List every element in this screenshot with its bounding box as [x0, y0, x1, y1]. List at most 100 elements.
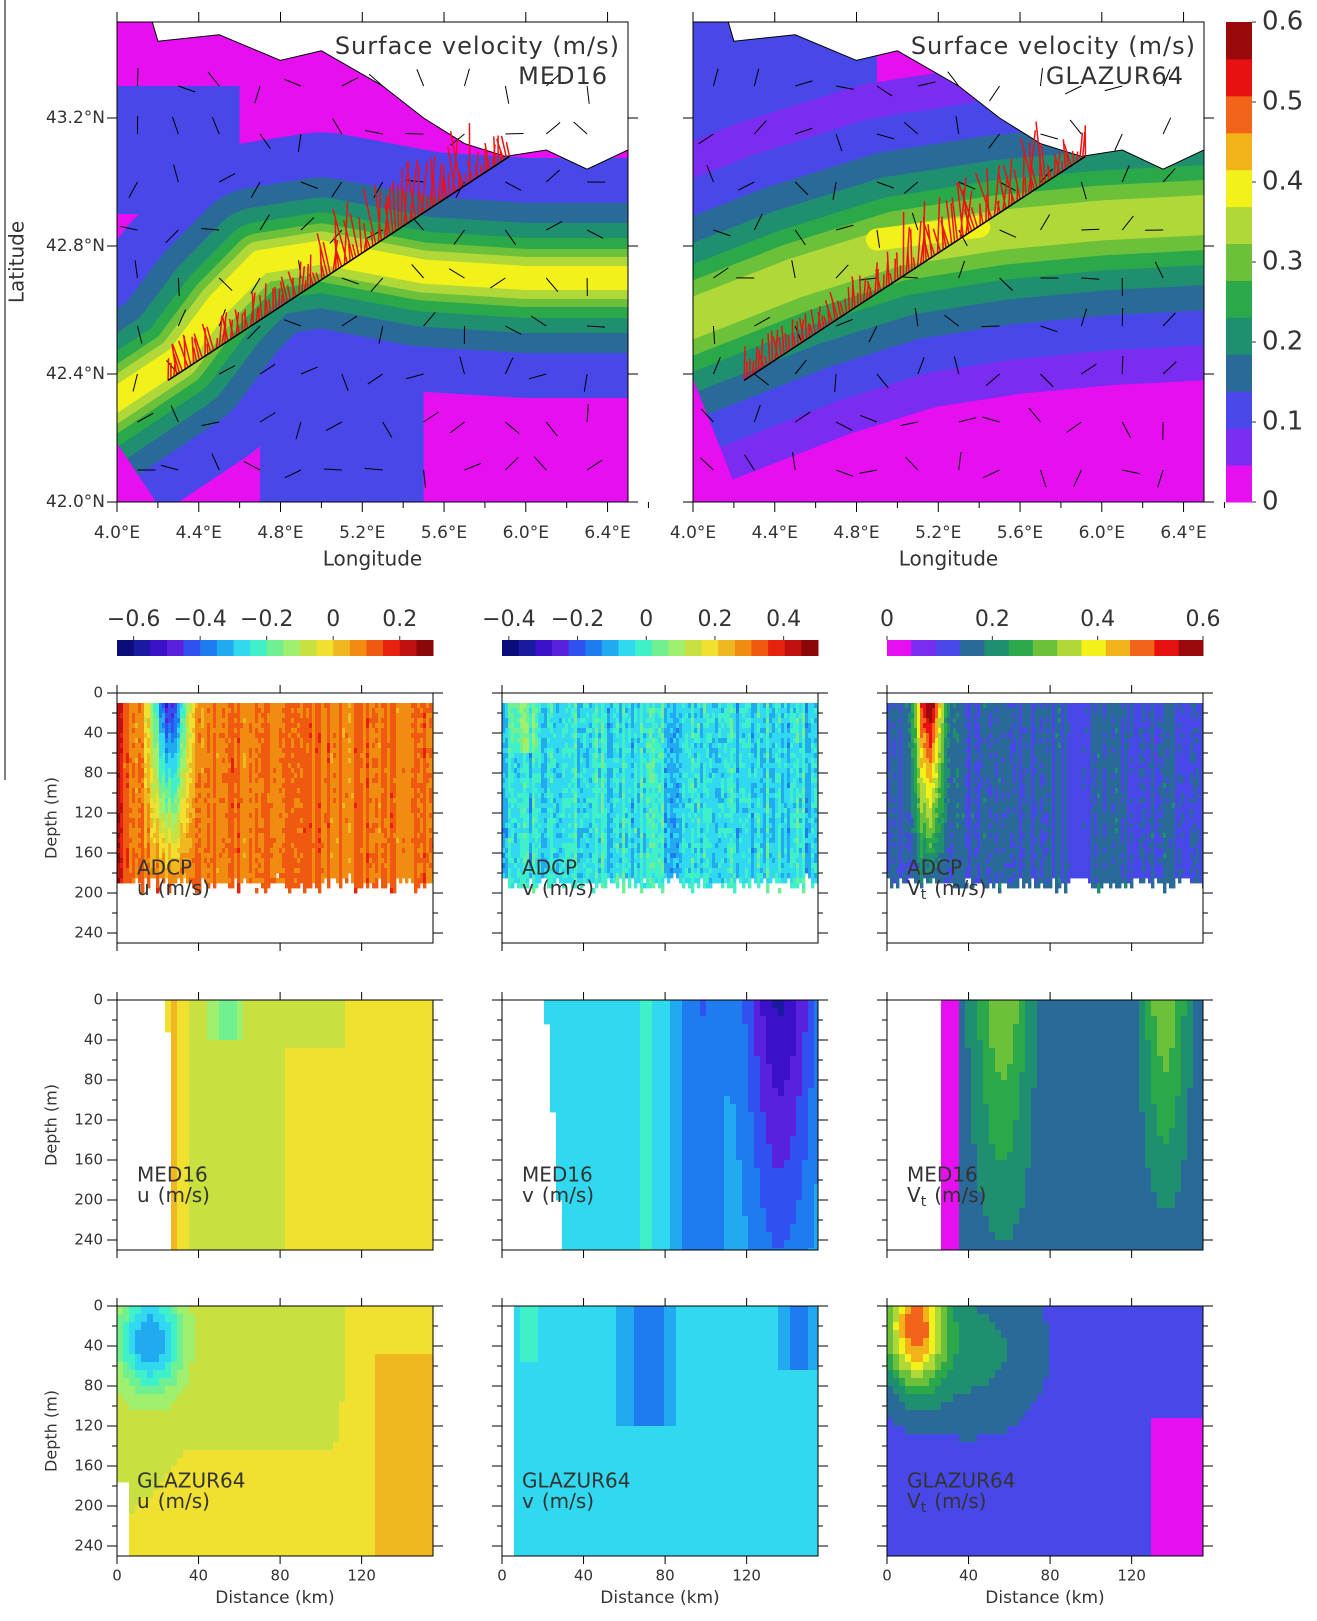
field-cell: [429, 803, 433, 809]
field-cell: [153, 753, 157, 759]
field-cell: [514, 768, 518, 774]
colorbar-label: 0.4: [766, 607, 801, 632]
field-cell: [306, 843, 310, 849]
field-cell: [273, 718, 277, 724]
field-cell: [324, 808, 328, 814]
field-cell: [156, 723, 160, 729]
field-cell: [180, 778, 184, 784]
field-cell: [171, 708, 175, 714]
field-cell: [502, 848, 506, 854]
field-cell: [408, 818, 412, 824]
field-cell: [168, 853, 172, 859]
field-cell: [378, 798, 382, 804]
arrow: [331, 181, 343, 198]
field-cell: [267, 788, 271, 794]
field-cell: [426, 768, 430, 774]
field-cell: [135, 843, 139, 849]
field-cell: [517, 863, 521, 869]
arrow: [284, 78, 302, 87]
field-cell: [375, 883, 379, 889]
field-cell: [324, 748, 328, 754]
track-vector: [957, 182, 976, 230]
field-cell: [279, 788, 283, 794]
field-cell: [246, 713, 250, 719]
field-cell: [129, 748, 133, 754]
field-cell: [162, 753, 166, 759]
track-vector: [358, 217, 363, 254]
field-cell: [204, 748, 208, 754]
colorbar-label: 0.4: [1262, 167, 1303, 197]
field-cell: [141, 788, 145, 794]
field-cell: [147, 773, 151, 779]
arrow: [1066, 421, 1082, 433]
field-cell: [366, 858, 370, 864]
field-cell: [330, 793, 334, 799]
field-cell: [342, 853, 346, 859]
field-cell: [330, 818, 334, 824]
field-cell: [231, 818, 235, 824]
field-cell: [168, 783, 172, 789]
field-cell: [303, 713, 307, 719]
field-cell: [511, 783, 515, 789]
field-cell: [315, 828, 319, 834]
field-cell: [210, 828, 214, 834]
field-cell: [276, 713, 280, 719]
field-cell: [408, 858, 412, 864]
field-cell: [225, 858, 229, 864]
arrow: [423, 311, 436, 327]
field-cell: [405, 848, 409, 854]
field-cell: [423, 708, 427, 714]
field-cell: [231, 833, 235, 839]
field-cell: [345, 703, 349, 709]
track-vector: [177, 340, 189, 368]
field-cell: [423, 728, 427, 734]
field-cell: [336, 858, 340, 864]
field-cell: [168, 743, 172, 749]
field-cell: [201, 813, 205, 819]
field-cell: [336, 798, 340, 804]
field-cell: [514, 853, 518, 859]
arrow: [134, 260, 138, 279]
colorbar-label: 0.5: [1262, 87, 1303, 117]
field-cell: [390, 758, 394, 764]
field-cell: [297, 758, 301, 764]
field-cell: [309, 838, 313, 844]
field-cell: [517, 743, 521, 749]
field-cell: [378, 768, 382, 774]
field-cell: [318, 768, 322, 774]
field-cell: [529, 823, 533, 829]
field-cell: [285, 858, 289, 864]
field-cell: [426, 763, 430, 769]
field-cell: [303, 723, 307, 729]
x-axis-label: Longitude: [899, 547, 998, 571]
field-cell: [210, 813, 214, 819]
field-cell: [294, 743, 298, 749]
field-cell: [267, 823, 271, 829]
field-cell: [243, 808, 247, 814]
field-cell: [360, 758, 364, 764]
field-cell: [396, 723, 400, 729]
field-cell: [508, 863, 512, 869]
field-cell: [159, 808, 163, 814]
field-cell: [393, 753, 397, 759]
field-cell: [339, 788, 343, 794]
field-cell: [414, 833, 418, 839]
arrow: [999, 181, 1016, 192]
field-cell: [384, 828, 388, 834]
field-cell: [237, 778, 241, 784]
field-cell: [273, 743, 277, 749]
field-cell: [156, 773, 160, 779]
field-cell: [423, 853, 427, 859]
field-cell: [342, 773, 346, 779]
field-cell: [366, 848, 370, 854]
field-cell: [195, 733, 199, 739]
field-cell: [222, 793, 226, 799]
field-cell: [132, 763, 136, 769]
field-cell: [318, 748, 322, 754]
field-cell: [132, 848, 136, 854]
field-cell: [162, 783, 166, 789]
field-cell: [279, 818, 283, 824]
colorbar-swatch: [1081, 640, 1107, 656]
field-cell: [520, 743, 524, 749]
arrow: [586, 85, 590, 104]
